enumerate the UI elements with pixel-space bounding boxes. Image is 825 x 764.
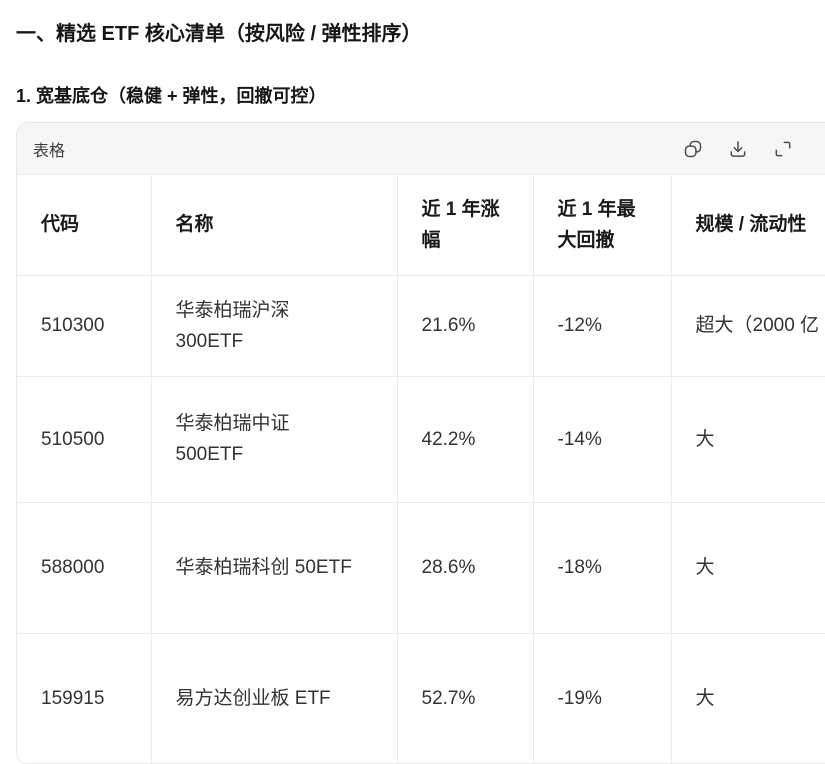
cell-name: 易方达创业板 ETF <box>151 633 398 763</box>
table-header-row: 代码 名称 近 1 年涨 幅 近 1 年最 大回撤 规模 / 流动性 <box>17 175 825 275</box>
table-card-title: 表格 <box>33 142 66 160</box>
page: 一、精选 ETF 核心清单（按风险 / 弹性排序） 1. 宽基底仓（稳健 + 弹… <box>16 23 825 764</box>
col-header-name: 名称 <box>151 175 398 275</box>
cell-name: 华泰柏瑞科创 50ETF <box>151 502 398 633</box>
cell-1y-return: 52.7% <box>397 633 534 763</box>
cell-name: 华泰柏瑞中证 500ETF <box>151 376 398 502</box>
table-card-header: 表格 <box>17 123 825 175</box>
table-row: 510500 华泰柏瑞中证 500ETF 42.2% -14% 大 <box>17 376 825 502</box>
table-row: 588000 华泰柏瑞科创 50ETF 28.6% -18% 大 <box>17 502 825 633</box>
cell-1y-max-drawdown: -12% <box>533 275 672 376</box>
cell-1y-return: 28.6% <box>397 502 534 633</box>
section-heading: 一、精选 ETF 核心清单（按风险 / 弹性排序） <box>16 23 422 45</box>
table-row: 159915 易方达创业板 ETF 52.7% -19% 大 <box>17 633 825 763</box>
cell-code: 159915 <box>17 633 152 763</box>
cell-size-liquidity: 大 <box>695 557 715 578</box>
cell-size-liquidity: 大 <box>695 687 715 709</box>
cell-code: 510500 <box>17 376 152 502</box>
copy-button[interactable] <box>682 138 704 160</box>
download-icon <box>730 141 746 157</box>
cell-size-liquidity: 超大（2000 亿 <box>695 315 820 336</box>
cell-1y-max-drawdown: -18% <box>533 502 672 633</box>
copy-icon <box>684 140 702 158</box>
col-header-1y-max-drawdown: 近 1 年最 大回撤 <box>533 175 672 275</box>
cell-code: 510300 <box>17 275 152 376</box>
cell-1y-max-drawdown: -14% <box>533 376 672 502</box>
subsection-heading: 1. 宽基底仓（稳健 + 弹性，回撤可控） <box>16 86 327 106</box>
expand-button[interactable] <box>772 138 794 160</box>
cell-1y-return: 21.6% <box>397 275 534 376</box>
download-button[interactable] <box>727 138 749 160</box>
etf-table: 代码 名称 近 1 年涨 幅 近 1 年最 大回撤 规模 / 流动性 51030… <box>17 175 825 763</box>
cell-code: 588000 <box>17 502 152 633</box>
table-card: 表格 <box>16 122 825 764</box>
col-header-size-liquidity: 规模 / 流动性 <box>695 214 807 236</box>
cell-size-liquidity: 大 <box>695 428 715 450</box>
cell-1y-max-drawdown: -19% <box>533 633 672 763</box>
cell-name: 华泰柏瑞沪深 300ETF <box>151 275 398 376</box>
table-row: 510300 华泰柏瑞沪深 300ETF 21.6% -12% 超大（2000 … <box>17 275 825 376</box>
col-header-code: 代码 <box>17 175 152 275</box>
cell-1y-return: 42.2% <box>397 376 534 502</box>
table-toolbar <box>682 123 794 175</box>
col-header-1y-return: 近 1 年涨 幅 <box>397 175 534 275</box>
expand-icon <box>775 141 791 157</box>
